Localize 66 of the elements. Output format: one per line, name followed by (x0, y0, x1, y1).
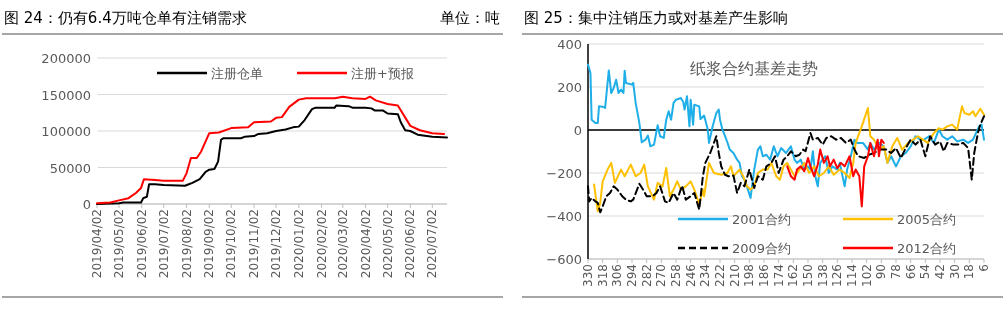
x-tick-label: 2020/06/02 (403, 209, 418, 279)
x-tick-label: 66 (903, 264, 918, 280)
legend-label: 注册+预报 (351, 66, 414, 81)
x-tick-label: 330 (581, 264, 595, 287)
x-tick-label: 30 (947, 264, 962, 280)
x-tick-label: 2019/08/02 (179, 209, 194, 279)
x-tick-label: 162 (786, 264, 801, 287)
x-tick-label: 234 (698, 264, 713, 287)
x-tick-label: 2020/01/02 (291, 209, 306, 279)
x-tick-label: 282 (639, 264, 654, 287)
x-tick-label: 138 (815, 264, 830, 287)
x-tick-label: 78 (889, 264, 903, 280)
x-tick-label: 2020/03/02 (335, 209, 350, 279)
y-tick-label: −200 (546, 166, 582, 181)
y-tick-label: 200000 (41, 51, 91, 66)
line-series (786, 138, 885, 208)
x-tick-label: 210 (727, 264, 742, 287)
legend-label: 2012合约 (897, 241, 957, 256)
x-tick-label: 126 (830, 264, 845, 287)
x-tick-label: 318 (595, 264, 610, 287)
x-tick-label: 114 (845, 264, 859, 287)
y-tick-label: 150000 (41, 87, 91, 103)
y-tick-label: 50000 (49, 160, 91, 176)
x-tick-label: 2019/12/02 (269, 209, 284, 279)
legend-label: 2001合约 (732, 212, 792, 227)
annotation: 纸浆合约基差走势 (690, 59, 819, 78)
y-tick-label: −600 (546, 252, 582, 267)
x-tick-label: 2019/11/02 (247, 209, 262, 279)
x-tick-label: 2020/04/02 (358, 209, 373, 279)
x-tick-label: 2019/09/02 (202, 209, 217, 279)
x-tick-label: 2019/05/02 (112, 209, 127, 279)
x-tick-label: 258 (669, 264, 683, 287)
legend-label: 2005合约 (897, 212, 957, 227)
x-tick-label: 150 (801, 264, 815, 287)
x-tick-label: 186 (757, 264, 771, 287)
legend-label: 注册仓单 (211, 66, 263, 81)
x-tick-label: 2020/07/02 (425, 209, 440, 279)
y-tick-label: 0 (82, 197, 91, 212)
chart-title: 图 25：集中注销压力或对基差产生影响 (524, 9, 788, 27)
chart-subtitle: 单位：吨 (440, 9, 500, 27)
x-tick-label: 2019/10/02 (224, 209, 239, 279)
x-tick-label: 2019/07/02 (156, 209, 171, 279)
x-tick-label: 198 (742, 264, 757, 287)
y-tick-label: 400 (557, 37, 582, 52)
x-tick-label: 90 (874, 264, 889, 280)
x-tick-label: 306 (610, 264, 625, 287)
x-tick-label: 2020/02/02 (314, 209, 329, 279)
y-tick-label: 100000 (41, 124, 91, 139)
x-tick-label: 102 (859, 264, 874, 287)
x-tick-label: 54 (918, 264, 933, 280)
y-tick-label: 0 (573, 123, 582, 138)
x-tick-label: 6 (977, 264, 991, 272)
y-tick-label: 200 (557, 80, 582, 95)
x-tick-label: 270 (654, 264, 669, 287)
chart-title: 图 24：仍有6.4万吨仓单有注销需求 (4, 9, 247, 27)
x-tick-label: 2020/05/02 (380, 209, 395, 279)
x-tick-label: 2019/04/02 (90, 209, 104, 279)
x-tick-label: 246 (683, 264, 698, 287)
x-tick-label: 174 (771, 264, 786, 287)
x-tick-label: 294 (625, 264, 639, 287)
legend-label: 2009合约 (732, 241, 792, 256)
y-tick-label: −400 (546, 209, 582, 224)
x-tick-label: 18 (962, 264, 977, 280)
x-tick-label: 42 (933, 264, 947, 280)
x-tick-label: 2019/06/02 (134, 209, 149, 279)
x-tick-label: 222 (713, 264, 727, 287)
